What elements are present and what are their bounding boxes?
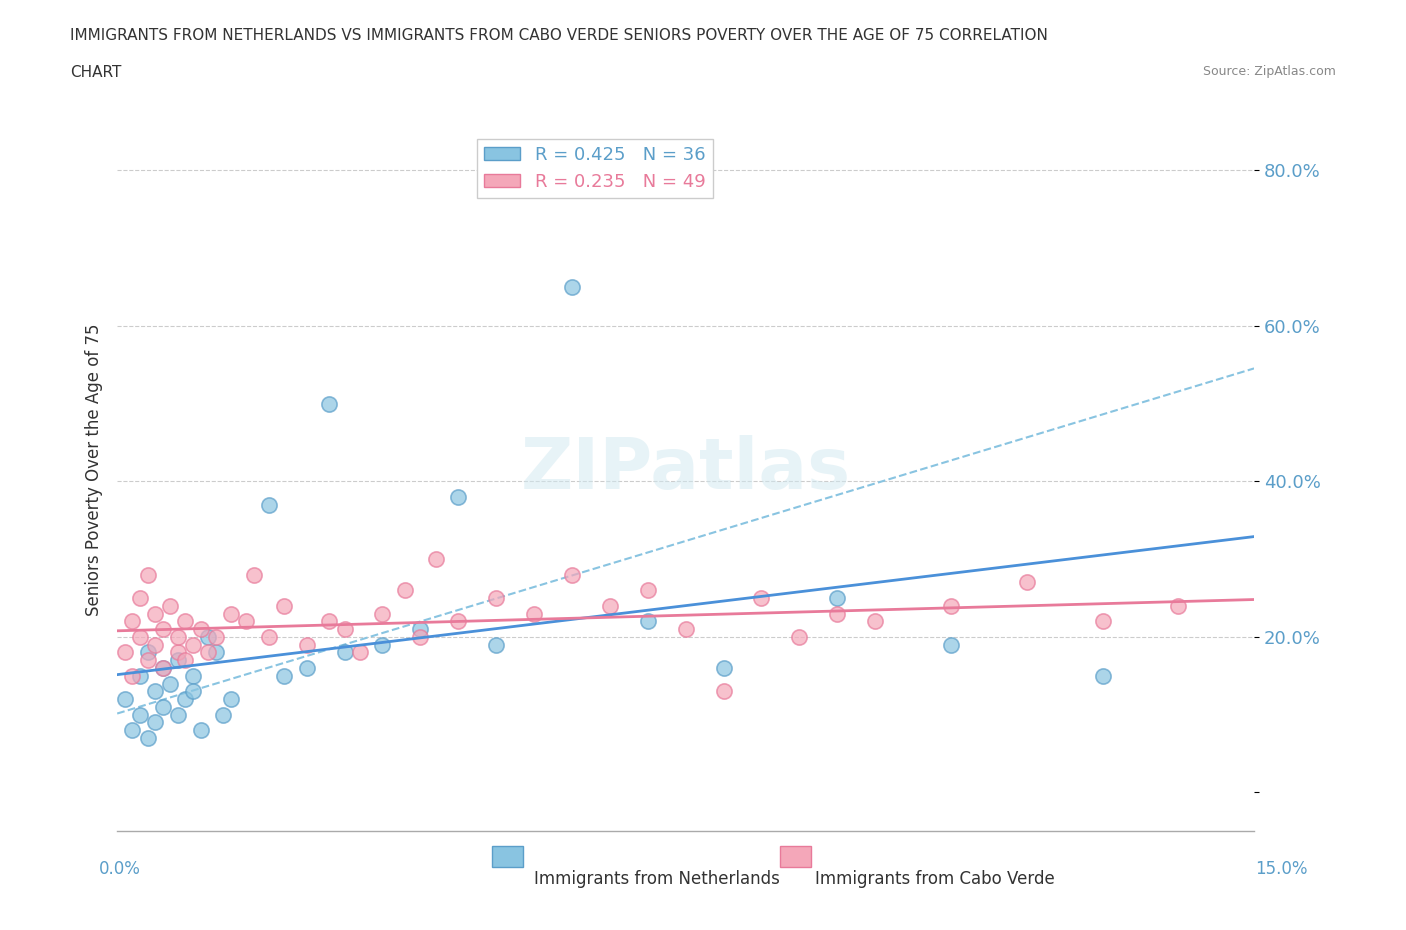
Point: [166, 653, 188, 668]
Point: [219, 692, 242, 707]
Point: [235, 614, 257, 629]
Point: [318, 396, 340, 411]
Point: [204, 645, 226, 660]
Point: [174, 614, 197, 629]
Point: [425, 551, 447, 566]
Point: [1091, 614, 1114, 629]
Point: [751, 591, 773, 605]
Point: [197, 645, 219, 660]
Point: [136, 653, 159, 668]
Point: [121, 669, 143, 684]
Point: [159, 676, 181, 691]
Point: [333, 645, 356, 660]
Text: 0.0%: 0.0%: [98, 860, 141, 878]
Point: [523, 606, 546, 621]
Point: [159, 598, 181, 613]
Point: [599, 598, 621, 613]
Point: [143, 684, 166, 698]
Point: [129, 669, 152, 684]
Text: IMMIGRANTS FROM NETHERLANDS VS IMMIGRANTS FROM CABO VERDE SENIORS POVERTY OVER T: IMMIGRANTS FROM NETHERLANDS VS IMMIGRANT…: [70, 28, 1049, 43]
Point: [257, 498, 280, 512]
Point: [136, 567, 159, 582]
Point: [318, 614, 340, 629]
Point: [136, 731, 159, 746]
Point: [371, 637, 394, 652]
Point: [197, 630, 219, 644]
Point: [295, 637, 318, 652]
Point: [166, 630, 188, 644]
Point: [939, 598, 962, 613]
Point: [637, 614, 659, 629]
Point: [637, 583, 659, 598]
Point: [219, 606, 242, 621]
Y-axis label: Seniors Poverty Over the Age of 75: Seniors Poverty Over the Age of 75: [86, 324, 103, 616]
Point: [447, 614, 470, 629]
Legend: R = 0.425   N = 36, R = 0.235   N = 49: R = 0.425 N = 36, R = 0.235 N = 49: [477, 139, 713, 198]
Point: [136, 645, 159, 660]
Point: [789, 630, 811, 644]
Point: [114, 692, 136, 707]
Text: Immigrants from Cabo Verde: Immigrants from Cabo Verde: [815, 870, 1056, 887]
Text: Immigrants from Netherlands: Immigrants from Netherlands: [534, 870, 780, 887]
Text: CHART: CHART: [70, 65, 122, 80]
Point: [166, 645, 188, 660]
Point: [333, 621, 356, 636]
Point: [371, 606, 394, 621]
Point: [174, 692, 197, 707]
Point: [181, 684, 204, 698]
Point: [273, 598, 295, 613]
Point: [675, 621, 697, 636]
Point: [863, 614, 886, 629]
Point: [174, 653, 197, 668]
Point: [190, 621, 212, 636]
Point: [152, 660, 174, 675]
Point: [114, 645, 136, 660]
Point: [713, 684, 735, 698]
Point: [1091, 669, 1114, 684]
Point: [1015, 575, 1038, 590]
Text: ZIPatlas: ZIPatlas: [520, 435, 851, 504]
Point: [212, 707, 235, 722]
Point: [190, 723, 212, 737]
Point: [825, 606, 848, 621]
Point: [166, 707, 188, 722]
Point: [485, 591, 508, 605]
Point: [561, 567, 583, 582]
Point: [295, 660, 318, 675]
Point: [1167, 598, 1189, 613]
Point: [143, 637, 166, 652]
Point: [349, 645, 371, 660]
Point: [485, 637, 508, 652]
Point: [143, 715, 166, 730]
Point: [181, 637, 204, 652]
Point: [129, 591, 152, 605]
Point: [121, 614, 143, 629]
Point: [121, 723, 143, 737]
Point: [152, 621, 174, 636]
Point: [713, 660, 735, 675]
Text: 15.0%: 15.0%: [1256, 860, 1308, 878]
Point: [561, 279, 583, 294]
Point: [242, 567, 264, 582]
Point: [129, 707, 152, 722]
Point: [152, 660, 174, 675]
Point: [409, 621, 432, 636]
Point: [143, 606, 166, 621]
Point: [447, 489, 470, 504]
Point: [394, 583, 416, 598]
Text: Source: ZipAtlas.com: Source: ZipAtlas.com: [1202, 65, 1336, 78]
Point: [409, 630, 432, 644]
Point: [939, 637, 962, 652]
Point: [181, 669, 204, 684]
Point: [273, 669, 295, 684]
Point: [152, 699, 174, 714]
Point: [204, 630, 226, 644]
Point: [257, 630, 280, 644]
Point: [129, 630, 152, 644]
Point: [825, 591, 848, 605]
